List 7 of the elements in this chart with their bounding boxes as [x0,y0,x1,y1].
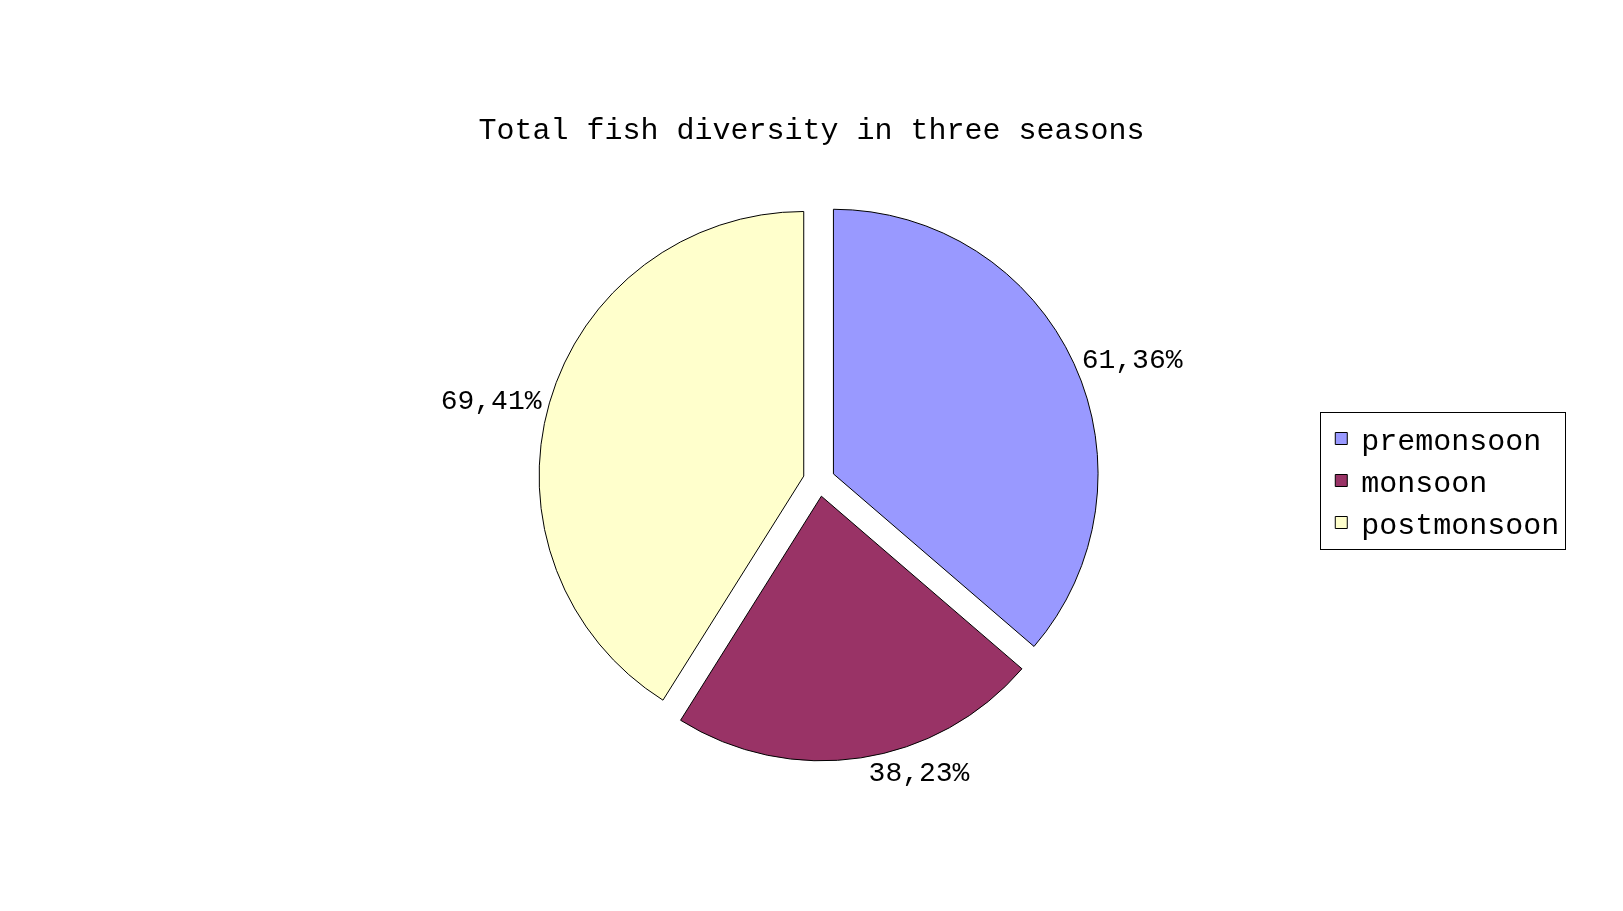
legend-label: monsoon [1361,467,1488,502]
chart-title: Total fish diversity in three seasons [478,114,1145,149]
data-label: 69,41% [440,386,542,418]
legend-label: postmonsoon [1361,509,1560,544]
data-label: 38,23% [868,757,970,789]
data-label: 61,36% [1081,345,1183,377]
legend-label: premonsoon [1361,425,1542,460]
